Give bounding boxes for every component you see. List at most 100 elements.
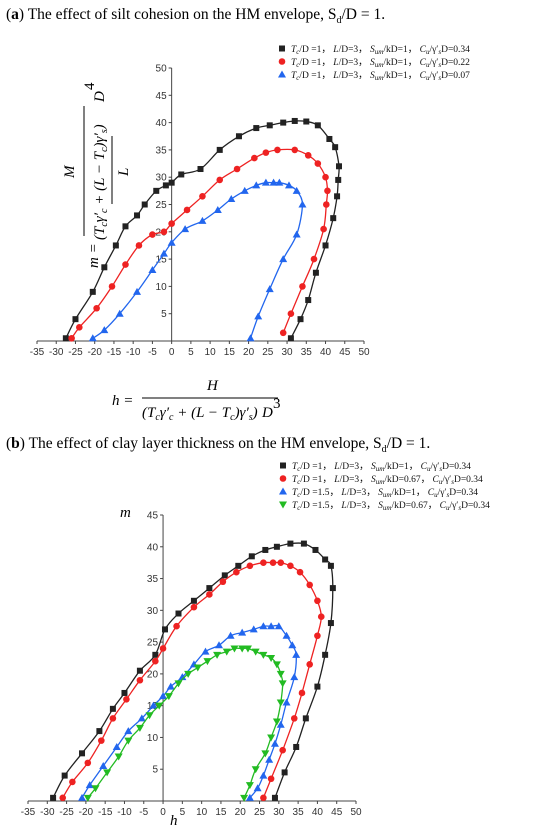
data-point-3 bbox=[84, 759, 92, 767]
data-point-15 bbox=[246, 562, 254, 570]
data-point-6 bbox=[122, 223, 129, 230]
data-point-14 bbox=[216, 146, 223, 153]
legend-label: Tc/D =1， L/D=3， Sum/kD=0.67， Cu/γ′sD=0.3… bbox=[292, 475, 483, 486]
data-point-25 bbox=[276, 699, 285, 707]
data-point-19 bbox=[300, 540, 307, 547]
figure-b-caption-tail: /D = 1. bbox=[386, 435, 431, 452]
data-point-15 bbox=[235, 133, 242, 140]
data-point-24 bbox=[246, 334, 255, 342]
data-point-26 bbox=[270, 739, 279, 747]
x-tick-label: 35 bbox=[301, 347, 313, 358]
data-point-20 bbox=[259, 651, 268, 659]
data-point-8 bbox=[181, 225, 190, 233]
data-point-5 bbox=[112, 242, 119, 249]
data-point-9 bbox=[198, 216, 207, 224]
legend-item: Tc/D =1， L/D=3， Sum/kD=1， Cu/γ′sD=0.34 bbox=[280, 462, 471, 473]
data-point-8 bbox=[141, 201, 148, 208]
data-point-2 bbox=[72, 316, 79, 323]
data-point-18 bbox=[243, 645, 252, 653]
data-point-13 bbox=[219, 578, 227, 586]
data-point-26 bbox=[314, 683, 321, 690]
series-2 bbox=[68, 146, 331, 342]
figure-a-label: a bbox=[11, 6, 19, 23]
data-point-29 bbox=[253, 784, 262, 792]
data-point-28 bbox=[261, 750, 270, 758]
y-tick-label: 10 bbox=[156, 282, 168, 293]
legend-item: Tc/D =1， L/D=3， Sum/kD=1， Cu/γ′sD=0.07 bbox=[278, 70, 470, 82]
data-point-7 bbox=[136, 667, 143, 674]
y-eq-power: 4 bbox=[82, 82, 98, 90]
data-point-16 bbox=[260, 559, 267, 566]
data-point-23 bbox=[329, 585, 336, 592]
x-tick-label: 45 bbox=[339, 347, 351, 358]
data-point-1 bbox=[83, 794, 92, 802]
data-point-8 bbox=[155, 702, 164, 710]
data-point-23 bbox=[254, 312, 263, 320]
legend-label: Tc/D =1.5， L/D=3， Sum/kD=1， Cu/γ′sD=0.34 bbox=[292, 488, 478, 499]
data-point-16 bbox=[262, 546, 269, 553]
data-point-30 bbox=[271, 794, 278, 801]
x-tick-label: 40 bbox=[320, 347, 332, 358]
data-point-21 bbox=[314, 122, 321, 129]
data-point-22 bbox=[292, 650, 301, 658]
x-eq-numerator: H bbox=[206, 378, 219, 394]
y-eq-denominator: (Tcγ′c + (L − Tc)γ′s) bbox=[92, 124, 110, 240]
data-point-2 bbox=[69, 778, 76, 786]
data-point-5 bbox=[124, 737, 133, 745]
data-point-21 bbox=[306, 581, 313, 589]
series-line bbox=[92, 181, 304, 339]
data-point-21 bbox=[322, 556, 329, 563]
data-point-25 bbox=[335, 176, 342, 183]
data-point-24 bbox=[310, 255, 318, 263]
y-tick-label: 30 bbox=[147, 606, 159, 617]
x-eq-variable: D bbox=[261, 405, 273, 421]
data-point-22 bbox=[326, 135, 333, 142]
data-point-11 bbox=[184, 670, 193, 678]
data-point-10 bbox=[173, 622, 180, 630]
data-point-11 bbox=[190, 597, 197, 604]
data-point-25 bbox=[276, 720, 285, 728]
data-point-27 bbox=[267, 734, 276, 742]
data-point-3 bbox=[89, 288, 96, 295]
figure-b-caption-sub: d bbox=[381, 444, 387, 456]
data-point-1 bbox=[78, 793, 87, 801]
data-point-24 bbox=[278, 680, 287, 688]
data-point-6 bbox=[159, 249, 168, 257]
data-point-18 bbox=[277, 559, 285, 566]
data-point-4 bbox=[114, 753, 123, 761]
legend-label: Tc/D =1， L/D=3， Sum/kD=1， Cu/γ′sD=0.07 bbox=[291, 71, 470, 82]
x-axis-equation-a: h = H (Tcγ′c + (L − Tc)γ′s) D 3 bbox=[112, 378, 281, 423]
data-point-18 bbox=[287, 540, 294, 547]
data-point-23 bbox=[317, 613, 325, 620]
data-point-10 bbox=[213, 205, 222, 213]
data-point-12 bbox=[206, 591, 213, 598]
figure-a-caption-sub: d bbox=[336, 15, 342, 27]
x-tick-label: 0 bbox=[169, 347, 175, 358]
data-point-legend bbox=[279, 475, 287, 482]
x-eq-denominator: (Tcγ′c + (L − Tc)γ′s) bbox=[142, 405, 258, 423]
data-point-9 bbox=[166, 682, 175, 690]
data-point-27 bbox=[330, 215, 337, 222]
data-point-12 bbox=[178, 171, 185, 178]
data-point-28 bbox=[279, 746, 286, 754]
data-point-21 bbox=[288, 641, 297, 649]
data-point-26 bbox=[287, 310, 295, 318]
x-axis-label-b: h bbox=[170, 813, 178, 829]
x-tick-label: 15 bbox=[224, 347, 236, 358]
data-point-12 bbox=[193, 664, 202, 672]
x-tick-label: 45 bbox=[331, 807, 343, 818]
data-point-29 bbox=[251, 766, 260, 774]
data-point-23 bbox=[320, 225, 327, 233]
figure-b-label: b bbox=[11, 435, 20, 452]
data-point-27 bbox=[302, 715, 309, 722]
data-point-17 bbox=[273, 543, 280, 550]
data-point-8 bbox=[152, 651, 159, 658]
x-eq-power: 3 bbox=[273, 396, 281, 412]
data-point-15 bbox=[269, 178, 278, 186]
data-point-9 bbox=[153, 187, 160, 194]
figure-b-caption: (b) The effect of clay layer thickness o… bbox=[6, 435, 431, 456]
x-tick-label: 40 bbox=[312, 807, 324, 818]
y-tick-label: 25 bbox=[156, 200, 168, 211]
data-point-31 bbox=[240, 794, 249, 802]
data-point-19 bbox=[287, 562, 294, 570]
